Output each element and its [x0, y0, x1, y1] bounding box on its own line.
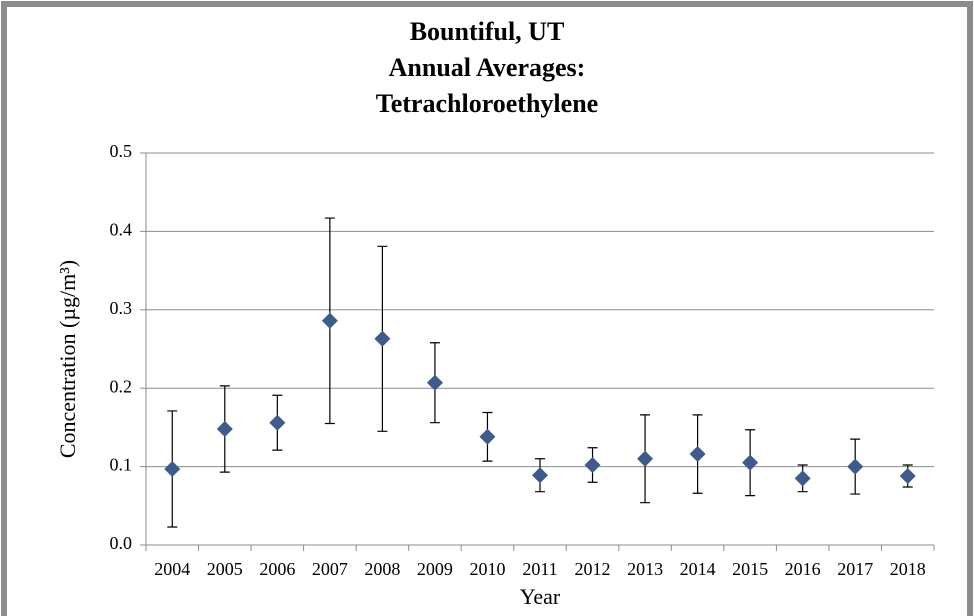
x-tick-label: 2005: [207, 559, 243, 579]
marker: [426, 374, 443, 391]
x-tick-label: 2015: [732, 559, 768, 579]
y-tick-label: 0.5: [110, 141, 133, 161]
x-tick-label: 2011: [522, 559, 557, 579]
x-tick-label: 2007: [312, 559, 348, 579]
y-tick-label: 0.2: [110, 376, 133, 396]
x-tick-label: 2016: [785, 559, 821, 579]
marker: [689, 446, 706, 463]
chart-title: Annual Averages:: [389, 53, 586, 82]
marker: [532, 467, 548, 484]
marker: [584, 457, 601, 474]
marker: [269, 414, 286, 431]
marker: [794, 470, 811, 487]
x-tick-label: 2017: [837, 559, 873, 579]
marker: [742, 454, 759, 471]
marker: [847, 458, 864, 475]
x-tick-label: 2018: [890, 559, 926, 579]
marker: [637, 450, 654, 467]
x-tick-label: 2008: [364, 559, 400, 579]
x-axis-title: Year: [520, 584, 561, 609]
marker: [374, 330, 391, 347]
marker: [321, 312, 338, 329]
marker: [899, 468, 916, 485]
x-tick-label: 2009: [417, 559, 453, 579]
chart-title: Tetrachloroethylene: [376, 89, 598, 118]
x-tick-label: 2012: [575, 559, 611, 579]
x-tick-label: 2004: [154, 559, 190, 579]
chart-title: Bountiful, UT: [410, 17, 565, 46]
y-tick-label: 0.4: [110, 220, 133, 240]
marker: [164, 460, 181, 477]
marker: [216, 420, 233, 437]
y-tick-label: 0.3: [110, 298, 133, 318]
y-axis-title: Concentration (µg/m³): [55, 260, 80, 458]
marker: [479, 428, 496, 445]
y-tick-label: 0.1: [110, 455, 133, 475]
y-tick-label: 0.0: [110, 533, 133, 553]
x-tick-label: 2013: [627, 559, 663, 579]
x-tick-label: 2010: [469, 559, 505, 579]
x-tick-label: 2014: [680, 559, 716, 579]
x-tick-label: 2006: [259, 559, 295, 579]
